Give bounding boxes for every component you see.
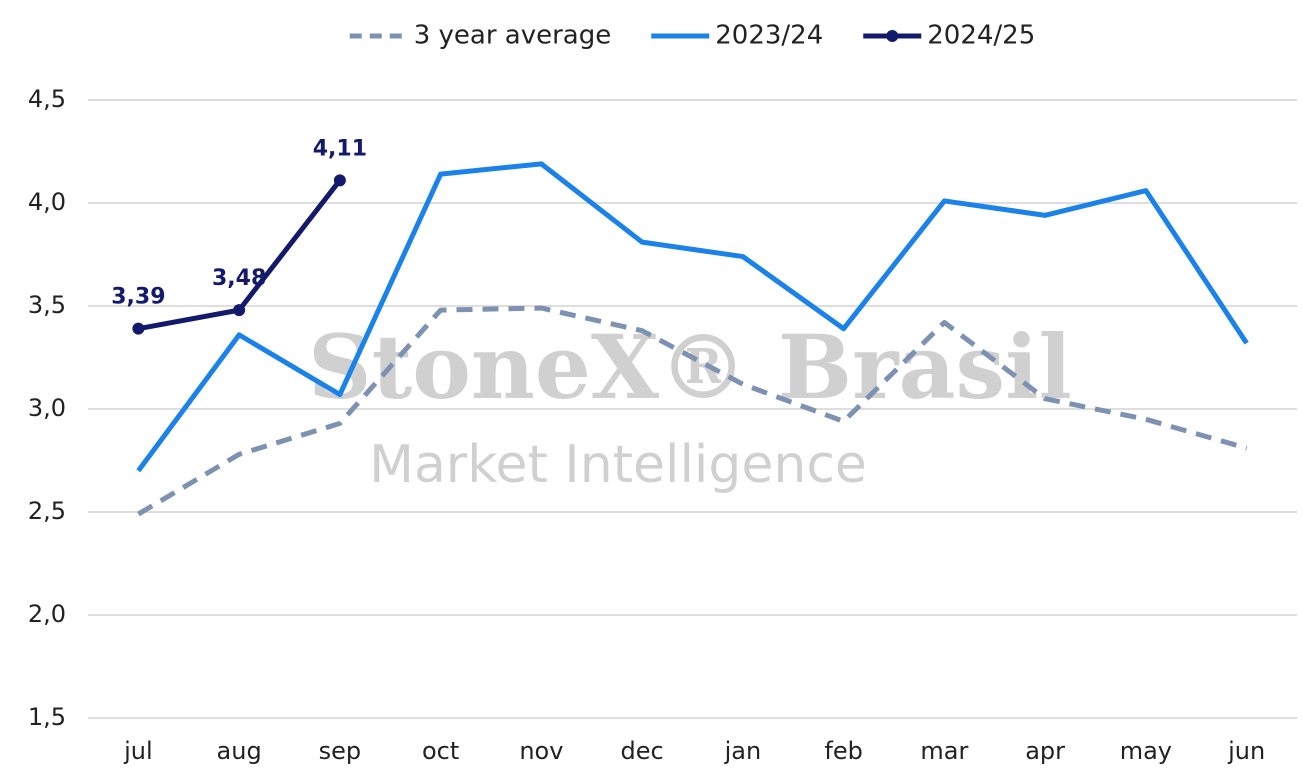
x-tick-label: nov xyxy=(519,737,563,765)
legend-item: 2023/24 xyxy=(651,21,823,51)
data-label: 3,48 xyxy=(212,266,266,291)
watermark: StoneX® Brasil xyxy=(308,315,1072,419)
x-tick-label: feb xyxy=(824,737,862,765)
y-tick-label: 1,5 xyxy=(28,703,66,731)
y-tick-label: 2,5 xyxy=(28,497,66,525)
x-tick-label: may xyxy=(1120,737,1172,765)
legend-item: 2024/25 xyxy=(863,21,1035,51)
y-tick-label: 2,0 xyxy=(28,600,66,628)
x-tick-label: apr xyxy=(1025,737,1065,765)
x-tick-label: sep xyxy=(319,737,362,765)
legend-marker xyxy=(886,30,899,42)
watermark: Market Intelligence xyxy=(369,435,867,495)
legend-label: 2023/24 xyxy=(715,21,823,51)
y-tick-label: 4,0 xyxy=(28,188,66,216)
series-line xyxy=(136,161,1249,473)
x-tick-label: mar xyxy=(920,737,968,765)
y-tick-label: 4,5 xyxy=(28,85,66,113)
x-tick-label: dec xyxy=(621,737,664,765)
data-label: 3,39 xyxy=(111,285,165,310)
y-tick-label: 3,0 xyxy=(28,394,66,422)
legend-item: 3 year average xyxy=(349,21,612,51)
data-point xyxy=(233,304,246,317)
legend-label: 2024/25 xyxy=(927,21,1035,51)
x-tick-label: aug xyxy=(217,737,262,765)
data-point xyxy=(132,322,145,335)
x-tick-label: jul xyxy=(123,737,153,765)
x-tick-label: jun xyxy=(1227,737,1265,765)
y-tick-label: 3,5 xyxy=(28,291,66,319)
series-line xyxy=(137,305,1248,517)
data-label: 4,11 xyxy=(313,136,367,161)
x-tick-label: jan xyxy=(724,737,762,765)
data-point xyxy=(333,174,346,187)
legend-label: 3 year average xyxy=(414,21,612,51)
x-tick-label: oct xyxy=(422,737,459,765)
